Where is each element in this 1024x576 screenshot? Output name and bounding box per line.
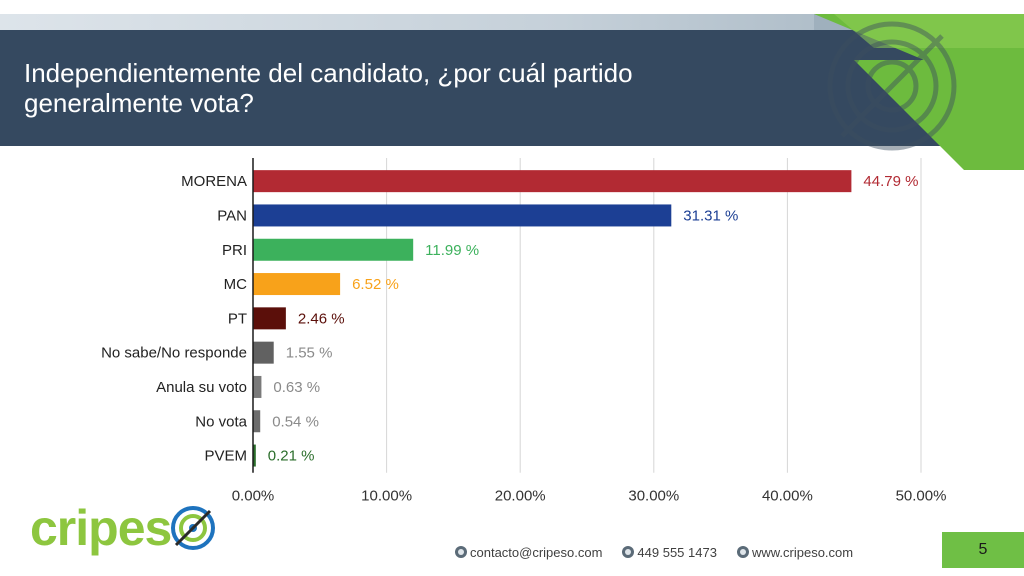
data-label: 2.46 % bbox=[298, 310, 345, 327]
logo-wordmark-part1: cripes bbox=[30, 500, 172, 556]
footer-phone-text: 449 555 1473 bbox=[637, 544, 717, 560]
footer-email-text: contacto@cripeso.com bbox=[470, 544, 603, 560]
footer-website-text: www.cripeso.com bbox=[751, 544, 854, 560]
bar bbox=[253, 273, 341, 296]
footer-website[interactable]: www.cripeso.com bbox=[736, 544, 854, 560]
x-tick-label: 10.00% bbox=[361, 488, 412, 505]
data-label: 6.52 % bbox=[352, 276, 399, 293]
data-label: 44.79 % bbox=[863, 173, 918, 190]
footer-email[interactable]: contacto@cripeso.com bbox=[455, 545, 602, 560]
page-number: 5 bbox=[942, 532, 1024, 568]
category-label: PAN bbox=[217, 207, 247, 224]
bar bbox=[253, 170, 852, 193]
category-label: PT bbox=[228, 310, 247, 327]
logo-wordmark: cripes bbox=[30, 500, 172, 556]
cripeso-logo: cripes bbox=[30, 500, 216, 556]
target-watermark-icon bbox=[827, 21, 957, 151]
corner-green-shape bbox=[814, 14, 1024, 170]
slide-title: Independientemente del candidato, ¿por c… bbox=[24, 58, 633, 118]
bar bbox=[253, 375, 262, 398]
footer-contact: contacto@cripeso.com 449 555 1473 www.cr… bbox=[455, 542, 873, 562]
footer-phone[interactable]: 449 555 1473 bbox=[622, 545, 717, 560]
bar bbox=[253, 238, 414, 261]
bar-chart: MORENA PAN PRI MC PT No sabe/No responde Anula… bbox=[101, 158, 947, 505]
email-icon bbox=[455, 546, 467, 558]
logo-target-icon bbox=[170, 506, 215, 550]
web-icon bbox=[736, 546, 749, 558]
x-tick-label: 20.00% bbox=[495, 488, 546, 505]
data-label: 11.99 % bbox=[425, 242, 479, 259]
category-label: Anula su voto bbox=[156, 379, 247, 396]
category-label: PVEM bbox=[204, 448, 247, 465]
x-tick-label: 0.00% bbox=[232, 488, 275, 505]
data-label: 1.55 % bbox=[286, 345, 333, 362]
x-tick-label: 40.00% bbox=[762, 488, 813, 505]
title-band bbox=[0, 30, 1024, 146]
bar bbox=[253, 341, 274, 364]
top-stripe bbox=[0, 14, 1024, 32]
data-label: 0.63 % bbox=[273, 379, 320, 396]
data-label: 31.31 % bbox=[683, 207, 738, 224]
phone-icon bbox=[622, 546, 635, 558]
category-label: No vota bbox=[195, 413, 247, 430]
category-label: MC bbox=[224, 276, 247, 293]
x-tick-label: 30.00% bbox=[628, 488, 679, 505]
bar bbox=[253, 307, 286, 330]
category-label: No sabe/No responde bbox=[101, 345, 247, 362]
data-label: 0.54 % bbox=[272, 413, 319, 430]
corner-decoration bbox=[814, 14, 1024, 170]
bar bbox=[253, 444, 256, 467]
data-label: 0.21 % bbox=[268, 448, 315, 465]
x-tick-label: 50.00% bbox=[896, 488, 947, 505]
bar bbox=[253, 204, 672, 227]
category-label: MORENA bbox=[181, 173, 247, 190]
corner-green-highlight bbox=[834, 14, 1024, 48]
category-label: PRI bbox=[222, 242, 247, 259]
bar bbox=[253, 410, 261, 433]
